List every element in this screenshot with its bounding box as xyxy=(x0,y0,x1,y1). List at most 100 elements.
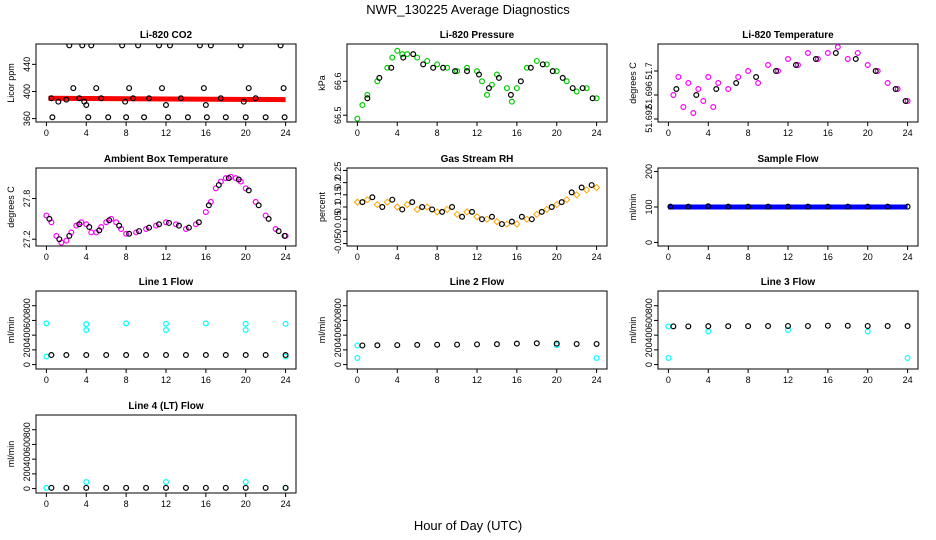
series-1-point xyxy=(222,484,229,491)
panel-title: Li-820 Pressure xyxy=(440,30,515,41)
plot-frame xyxy=(346,290,608,370)
x-tick-label: 24 xyxy=(903,375,913,385)
series-1-point xyxy=(459,213,466,220)
series-0-point xyxy=(904,97,911,104)
series-0-point xyxy=(700,97,707,104)
x-tick-label: 0 xyxy=(44,375,49,385)
y-tick-label: 0.1 xyxy=(333,201,343,214)
y-axis-label: Licor ppm xyxy=(6,63,16,103)
panel-title: Gas Stream RH xyxy=(441,154,514,165)
series-0-point xyxy=(403,200,411,209)
series-1-point xyxy=(593,340,600,347)
series-0-point xyxy=(123,230,130,237)
series-1-point xyxy=(454,341,461,348)
series-1-point xyxy=(182,352,189,359)
series-0-point xyxy=(354,115,361,122)
series-0-point xyxy=(765,61,772,68)
x-tick-label: 16 xyxy=(823,375,833,385)
series-0-point xyxy=(163,327,170,334)
series-0-point xyxy=(725,85,732,92)
series-1-point xyxy=(49,114,56,121)
plot-frame xyxy=(657,290,919,370)
series-1-point xyxy=(96,227,103,234)
series-0-point xyxy=(384,64,391,71)
series-1-point xyxy=(864,322,871,329)
series-1-point xyxy=(205,202,212,209)
series-0-point xyxy=(473,213,481,221)
series-1-point xyxy=(46,215,53,222)
plot-area xyxy=(353,182,601,228)
x-tick-label: 4 xyxy=(706,252,711,262)
series-1-point xyxy=(498,221,505,228)
y-tick-label: 800 xyxy=(22,298,32,313)
series-1-point xyxy=(725,203,732,210)
x-tick-label: 8 xyxy=(124,128,129,138)
series-0-point xyxy=(153,222,160,229)
x-tick-label: 0 xyxy=(44,128,49,138)
series-1-point xyxy=(884,203,891,210)
series-1-point xyxy=(156,44,163,49)
series-1-point xyxy=(452,68,459,75)
series-1-point xyxy=(103,484,110,491)
series-1-point xyxy=(439,208,446,215)
y-tick-label: 0.25 xyxy=(333,162,343,180)
series-1-point xyxy=(175,222,182,229)
y-tick-label: 400 xyxy=(22,452,32,467)
series-1-point xyxy=(904,203,911,210)
series-0-point xyxy=(675,73,682,80)
series-1-point xyxy=(904,323,911,330)
series-1-point xyxy=(420,61,427,68)
series-1-point xyxy=(235,176,242,183)
series-0-point xyxy=(413,205,421,214)
series-0-point xyxy=(508,98,515,105)
y-tick-label: 0.15 xyxy=(333,186,343,204)
series-1-point xyxy=(394,342,401,349)
series-1-point xyxy=(589,95,596,102)
series-1-point xyxy=(83,102,90,109)
series-1-point xyxy=(745,323,752,330)
series-0-point xyxy=(513,85,520,92)
series-0-point xyxy=(182,226,189,233)
panel-title: Line 3 Flow xyxy=(761,277,816,288)
series-1-point xyxy=(434,341,441,348)
x-tick-label: 24 xyxy=(281,499,291,509)
series-1-point xyxy=(48,352,55,359)
series-0-point xyxy=(143,226,150,233)
series-0-point xyxy=(705,328,712,335)
series-0-point xyxy=(563,78,570,85)
series-0-point xyxy=(715,79,722,86)
series-0-point xyxy=(389,54,396,61)
series-1-point xyxy=(804,322,811,329)
plot-area xyxy=(667,203,911,210)
series-0-point xyxy=(359,102,366,109)
series-0-point xyxy=(83,478,90,485)
series-0-point xyxy=(690,109,697,116)
x-tick-label: 12 xyxy=(783,375,793,385)
series-1-point xyxy=(141,114,148,121)
x-tick-label: 24 xyxy=(592,252,602,262)
series-0-point xyxy=(464,64,471,71)
y-axis-label: ml/min xyxy=(628,317,638,344)
x-tick-label: 16 xyxy=(201,252,211,262)
series-1-point xyxy=(784,322,791,329)
series-0-point xyxy=(804,49,811,56)
x-tick-label: 12 xyxy=(472,252,482,262)
x-tick-label: 20 xyxy=(863,128,873,138)
series-0-point xyxy=(553,200,561,209)
series-1-point xyxy=(215,181,222,188)
y-tick-label: 0.2 xyxy=(333,176,343,189)
series-1-point xyxy=(185,224,192,231)
series-0-point xyxy=(393,203,401,211)
x-tick-label: 20 xyxy=(552,375,562,385)
series-1-point xyxy=(558,199,565,206)
series-0-point xyxy=(373,200,382,209)
series-1-point xyxy=(553,340,560,347)
series-1-point xyxy=(83,352,90,359)
x-tick-label: 16 xyxy=(201,128,211,138)
series-1-point xyxy=(549,68,556,75)
series-1-point xyxy=(419,204,426,211)
series-1-point xyxy=(792,61,799,68)
series-1-point xyxy=(513,340,520,347)
y-tick-label: 51.692 xyxy=(644,105,654,133)
